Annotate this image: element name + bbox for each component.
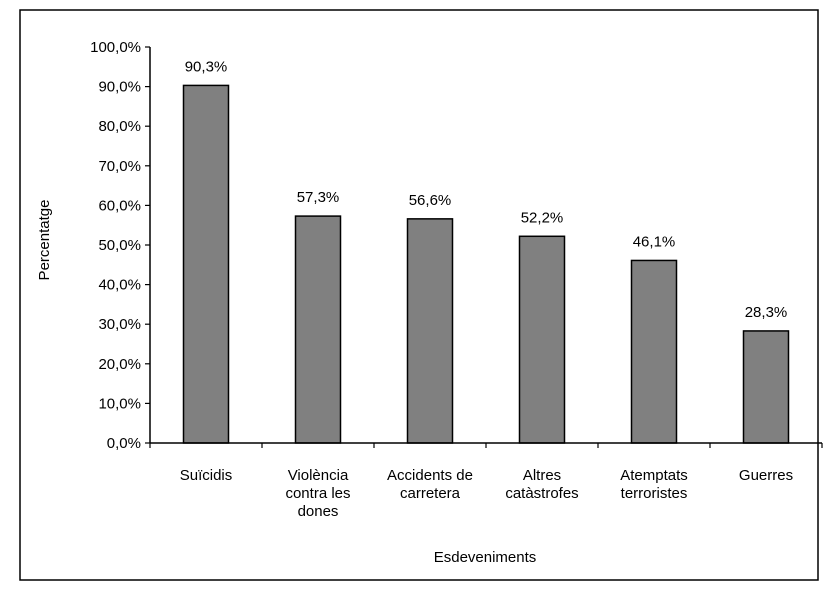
- bar: [630, 259, 678, 444]
- bar-value-label: 28,3%: [745, 304, 788, 321]
- bar: [182, 84, 230, 444]
- bar-value-label: 46,1%: [633, 233, 676, 250]
- y-tick-label: 50,0%: [98, 237, 141, 254]
- x-tick-label: Violència contra les dones: [285, 467, 350, 520]
- x-tick-label: Suïcidis: [180, 467, 233, 484]
- y-tick-label: 70,0%: [98, 158, 141, 175]
- y-tick-label: 90,0%: [98, 79, 141, 96]
- bar-value-label: 90,3%: [185, 58, 228, 75]
- bar: [518, 235, 566, 444]
- bar: [294, 215, 342, 444]
- y-tick-label: 40,0%: [98, 277, 141, 294]
- y-tick-label: 100,0%: [90, 39, 141, 56]
- y-tick-label: 20,0%: [98, 356, 141, 373]
- bar-value-label: 57,3%: [297, 189, 340, 206]
- x-tick-label: Altres catàstrofes: [505, 467, 578, 502]
- y-tick-label: 10,0%: [98, 395, 141, 412]
- x-tick-label: Accidents de carretera: [387, 467, 473, 502]
- bar-value-label: 56,6%: [409, 192, 452, 209]
- y-tick-label: 30,0%: [98, 316, 141, 333]
- bar: [742, 330, 790, 444]
- y-tick-label: 60,0%: [98, 197, 141, 214]
- y-tick-label: 80,0%: [98, 118, 141, 135]
- x-axis-label: Esdeveniments: [434, 549, 537, 566]
- y-axis-label: Percentatge: [36, 200, 53, 281]
- x-tick-label: Atemptats terroristes: [620, 467, 688, 502]
- bar-value-label: 52,2%: [521, 209, 564, 226]
- x-tick-label: Guerres: [739, 467, 793, 484]
- y-tick-label: 0,0%: [107, 435, 141, 452]
- bar: [406, 218, 454, 444]
